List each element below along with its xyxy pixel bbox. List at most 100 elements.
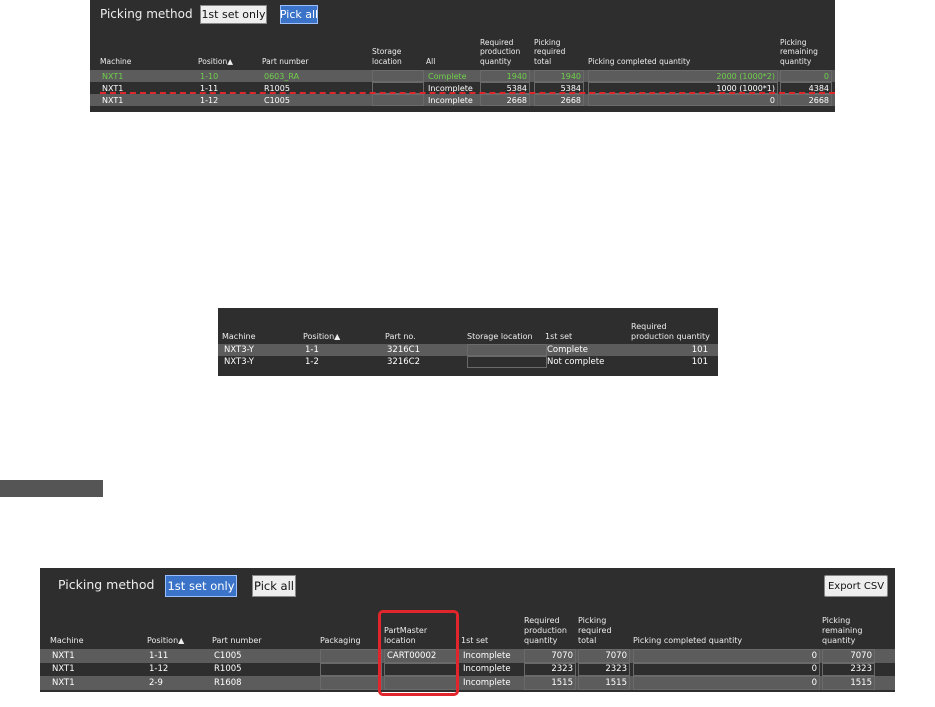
- table-cell: Incomplete: [428, 83, 473, 93]
- table-cell: NXT3-Y: [224, 345, 254, 355]
- table-cell: NXT3-Y: [224, 357, 254, 367]
- table-cell: [320, 662, 382, 676]
- column-header: Picking completed quantity: [588, 56, 691, 66]
- column-header: Picking required total: [534, 37, 566, 66]
- table-cell: Complete: [428, 71, 467, 81]
- table-cell: 0: [633, 676, 820, 690]
- table-cell: 7070: [578, 649, 630, 663]
- table-cell: 7070: [822, 649, 875, 663]
- table-row: [40, 676, 895, 690]
- table-cell: 2668: [534, 94, 584, 106]
- table-cell: R1608: [214, 677, 242, 688]
- table-cell: 1-12: [200, 95, 219, 105]
- column-header: 1st set: [545, 332, 573, 341]
- table-cell: 101: [691, 357, 708, 367]
- picking-button[interactable]: 1st set only: [165, 575, 237, 597]
- table-cell: NXT1: [102, 71, 124, 81]
- table-cell: NXT1: [52, 664, 75, 675]
- table-cell: 0: [780, 70, 832, 82]
- table-cell: 2668: [780, 94, 832, 106]
- column-header: Picking remaining quantity: [780, 37, 818, 66]
- picking-button[interactable]: Pick all: [280, 5, 318, 24]
- column-header: 1st set: [461, 636, 489, 645]
- column-header: Picking required total: [578, 616, 612, 645]
- table-cell: 1-11: [200, 83, 219, 93]
- table-row: [218, 344, 718, 356]
- table-cell: Incomplete: [463, 650, 511, 661]
- table-cell: 3216C2: [387, 357, 420, 367]
- table-cell: 0: [633, 649, 820, 663]
- column-header: Part no.: [385, 332, 416, 341]
- table-cell: 1940: [480, 70, 530, 82]
- table-cell: NXT1: [52, 677, 75, 688]
- table-cell: [320, 649, 382, 663]
- column-header: Machine: [50, 636, 84, 645]
- table-panel: Picking method 1st set only Pick all Machin…: [90, 0, 835, 112]
- picking-button[interactable]: 1st set only: [200, 5, 267, 24]
- table-row: [218, 356, 718, 368]
- column-header: PartMaster location: [384, 626, 428, 645]
- picking-method-label: Picking method: [58, 577, 155, 592]
- table-cell: 2323: [822, 662, 875, 676]
- column-header: Machine: [100, 56, 132, 66]
- table-panel: Machine Position▲ Part no. Storage location…: [218, 308, 718, 376]
- picking-method-label: Picking method: [100, 7, 193, 21]
- table-cell: Incomplete: [463, 664, 511, 675]
- column-header: Required production quantity: [480, 37, 521, 66]
- table-cell: 2000 (1000*2): [588, 70, 778, 82]
- red-dashed-line: [100, 92, 835, 94]
- table-cell: [467, 356, 547, 368]
- table-cell: NXT1: [102, 83, 124, 93]
- table-cell: 3216C1: [387, 345, 420, 355]
- column-header: Required production quantity: [631, 322, 710, 341]
- table-cell: [467, 344, 547, 356]
- gray-bar: [0, 480, 103, 497]
- table-cell: R1005: [214, 664, 242, 675]
- table-cell: C1005: [214, 650, 242, 661]
- table-cell: 2323: [578, 662, 630, 676]
- table-cell: 0603_RA: [264, 71, 300, 81]
- column-header: Position▲: [303, 332, 341, 341]
- table-cell: 1-12: [149, 664, 169, 675]
- table-cell: Complete: [547, 345, 588, 355]
- table-cell: 0: [633, 662, 820, 676]
- table-cell: 1-10: [200, 71, 219, 81]
- table-row: [40, 662, 895, 676]
- table-cell: 2668: [480, 94, 530, 106]
- table-cell: NXT1: [102, 95, 124, 105]
- table-row: [90, 70, 835, 82]
- table-cell: Incomplete: [428, 95, 473, 105]
- table-row: [40, 649, 895, 663]
- table-cell: 1940: [534, 70, 584, 82]
- table-cell: 0: [588, 94, 778, 106]
- table-cell: 1515: [578, 676, 630, 690]
- table-row: [90, 82, 835, 94]
- highlight-box: [378, 610, 459, 696]
- column-header: Picking remaining quantity: [822, 616, 863, 645]
- table-cell: 101: [691, 345, 708, 355]
- table-cell: 1515: [524, 676, 576, 690]
- column-header: All: [426, 56, 436, 66]
- table-cell: 2323: [524, 662, 576, 676]
- table-cell: 7070: [524, 649, 576, 663]
- table-panel: Picking method 1st set only Pick all Export…: [40, 568, 895, 692]
- table-cell: 1-11: [149, 650, 169, 661]
- table-cell: 1515: [822, 676, 875, 690]
- export-csv-button[interactable]: Export CSV: [824, 575, 888, 597]
- column-header: Storage location: [467, 332, 533, 341]
- table-cell: NXT1: [52, 650, 75, 661]
- table-cell: Not complete: [547, 357, 605, 367]
- column-header: Position▲: [147, 636, 185, 645]
- column-header: Required production quantity: [524, 616, 567, 645]
- table-cell: 2-9: [149, 677, 163, 688]
- table-cell: [372, 94, 424, 106]
- picking-button[interactable]: Pick all: [252, 575, 296, 597]
- column-header: Storage location: [372, 47, 402, 66]
- table-cell: C1005: [264, 95, 290, 105]
- column-header: Packaging: [320, 636, 361, 645]
- column-header: Position▲: [198, 56, 233, 66]
- column-header: Part number: [262, 56, 309, 66]
- column-header: Part number: [212, 636, 262, 645]
- table-cell: R1005: [264, 83, 290, 93]
